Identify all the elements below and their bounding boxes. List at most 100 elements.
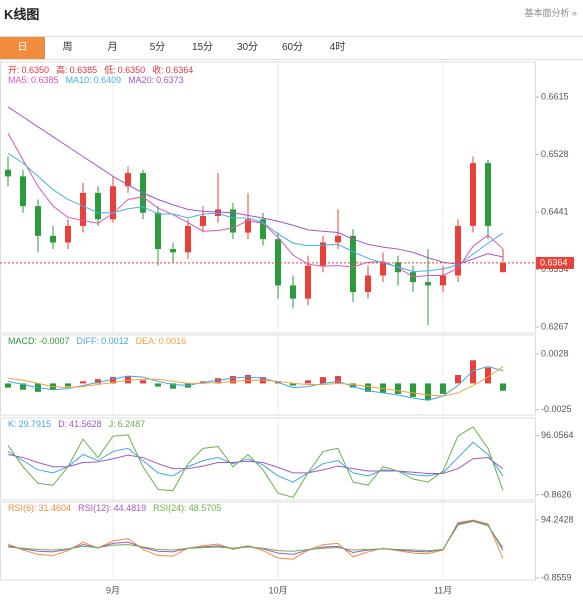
legend-value: 44.4819 [113,503,147,513]
macd-bar [455,375,461,384]
x-tick-label: 11月 [434,585,452,595]
panel-frame [0,61,536,334]
macd-bar [245,375,251,384]
panel-frame [0,501,536,581]
legend-item: J6.2487 [109,419,146,429]
legend-name: RSI(12) [78,503,112,513]
macd-line [7,366,504,397]
x-tick-label: 10月 [268,585,287,595]
tab[interactable]: 30分 [236,42,259,53]
legend-name: RSI(6) [8,503,37,513]
legend: MA50.6385 MA100.6409 MA200.6373 [8,75,191,85]
legend-name: K [8,419,17,429]
candle-body [125,173,131,187]
macd-bar [335,376,341,384]
candle-body [155,212,161,250]
candle-body [260,219,266,240]
legend: 开0.6350高0.6385低0.6350收0.6364 [8,63,200,76]
title: K线图 [4,7,40,22]
tab[interactable]: 60分 [281,42,304,53]
legend-value: 0.6385 [31,75,59,85]
legend-item: MACD-0.0007 [8,336,70,346]
candle-body [65,225,71,243]
last-price-box [536,256,574,269]
legend-name: MA10 [66,75,92,85]
legend-name: 开 [8,65,20,75]
candle-body [170,249,176,253]
legend-name: 收 [152,65,164,75]
legend: MACD-0.0007 DIFF0.0012 DEA0.0016 [8,336,193,346]
legend-name: 高 [56,65,68,75]
macd-bar [380,383,386,393]
macd-bar [170,383,176,389]
legend-item: RSI(6)31.4604 [8,503,71,513]
tab[interactable]: 月 [107,42,118,53]
candle-body [50,235,56,243]
legend-name: MACD [8,336,37,346]
legend-item: 高0.6385 [56,65,97,75]
macd-bar [365,383,371,392]
macd-bar [95,379,101,384]
tab[interactable]: 4时 [329,42,346,53]
fundamental-link[interactable]: 基本面分析 » [524,8,577,18]
candle-body [230,209,236,233]
y-tick-label: 0.6267 [541,321,569,331]
macd-bar [5,383,11,388]
legend-value: 0.0016 [158,336,187,346]
candle-body [95,192,101,220]
ma-line [7,133,504,278]
y-tick-label: 94.2428 [541,514,574,524]
y-tick-label: 0.6615 [541,91,569,101]
macd-bar [20,383,26,390]
legend-name: D [58,419,67,429]
legend-item: MA50.6385 [8,75,59,85]
legend-item: 收0.6364 [152,65,193,75]
tab[interactable]: 周 [62,42,73,53]
legend-value: 0.6409 [93,75,122,85]
x-tick-label: 9月 [106,585,120,595]
indicator-line [7,454,504,475]
last-price-label: 0.6364 [540,257,568,267]
macd-bar [125,376,131,384]
legend-value: 0.6385 [69,65,98,75]
candle-body [185,225,191,253]
tab[interactable]: 5分 [149,42,166,53]
y-tick-label: -0.8559 [541,572,572,582]
macd-bar [470,360,476,384]
indicator-line [7,520,504,552]
candle-body [365,275,371,293]
legend-name: MA20 [128,75,154,85]
candle-body [245,219,251,233]
candle-body [455,225,461,276]
candle-body [80,192,86,226]
candle-body [350,235,356,293]
panel-frame [0,334,536,416]
panel-frame [0,417,536,501]
candle-body [380,262,386,276]
tab[interactable]: 日 [0,37,45,59]
legend-item: MA200.6373 [128,75,184,85]
macd-bar [485,367,491,384]
legend-value: 0.6364 [165,65,194,75]
candle-body [20,176,26,207]
legend-value: 0.6350 [21,65,50,75]
candle-body [275,239,281,286]
candle-body [200,216,206,226]
macd-bar [215,378,221,384]
legend-item: 开0.6350 [8,65,49,75]
legend-item: K29.7915 [8,419,51,429]
candle-body [425,282,431,286]
legend-name: DIFF [77,336,100,346]
tab[interactable]: 15分 [191,42,214,53]
y-tick-label: 0.6528 [541,149,569,159]
legend-name: RSI(24) [153,503,187,513]
macd-bar [230,376,236,384]
y-tick-label: -0.8626 [541,489,572,499]
legend-value: -0.0007 [39,336,70,346]
candle-body [110,186,116,220]
legend-name: J [109,419,116,429]
macd-line [7,366,504,401]
candle-body [485,163,491,226]
